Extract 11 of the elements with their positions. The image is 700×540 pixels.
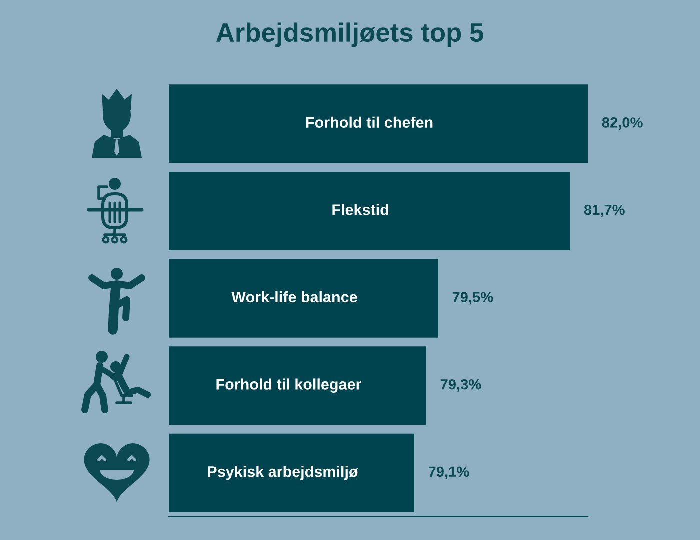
- y-tick-label: Forhold til chefen: [306, 116, 433, 128]
- data-label: 82,0%: [602, 118, 643, 130]
- y-tick-label: Work-life balance: [232, 291, 358, 303]
- y-tick-label: Flekstid: [332, 204, 388, 216]
- data-label: 81,7%: [584, 204, 625, 218]
- data-label: 79,3%: [440, 379, 482, 392]
- y-tick-label: Forhold til kollegaer: [216, 378, 362, 394]
- data-label: 79,5%: [452, 292, 494, 305]
- y-tick-label: Psykisk arbejdsmiljø: [208, 466, 358, 480]
- data-label: 79,1%: [428, 466, 470, 480]
- chart-title: Arbejdsmiljøets top 5: [216, 22, 484, 48]
